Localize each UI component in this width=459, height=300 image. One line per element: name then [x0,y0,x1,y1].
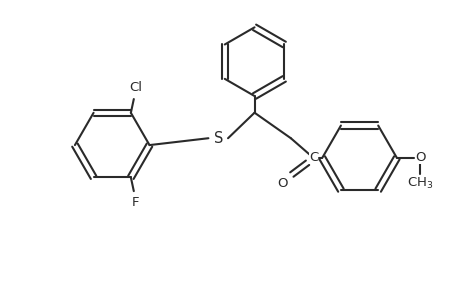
Text: F: F [132,196,139,209]
Text: Cl: Cl [129,81,142,94]
Text: S: S [213,131,223,146]
Text: O: O [414,152,425,164]
Text: O: O [276,177,286,190]
Text: CH$_3$: CH$_3$ [406,176,433,191]
Text: C: C [308,152,317,164]
